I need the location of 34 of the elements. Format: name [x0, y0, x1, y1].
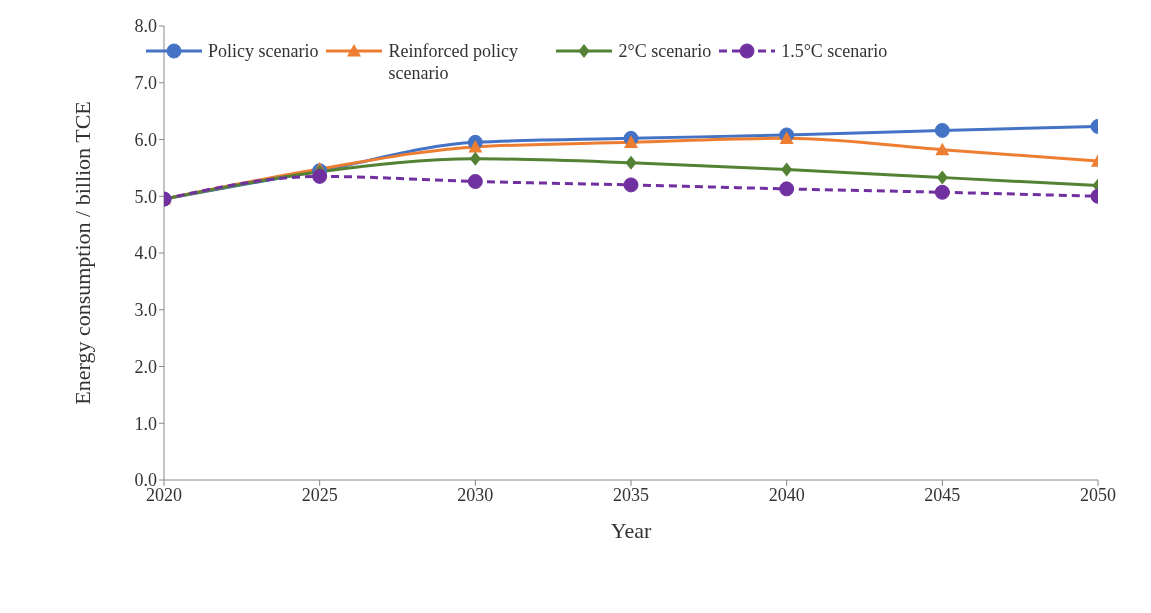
- point: [779, 181, 795, 197]
- point: [312, 168, 328, 184]
- point: [779, 131, 794, 144]
- point: [934, 122, 950, 138]
- point: [934, 184, 950, 200]
- y-tick-label: 1.0: [134, 413, 157, 434]
- y-tick-label: 4.0: [134, 243, 157, 264]
- y-tick-label: 5.0: [134, 186, 157, 207]
- y-tick-label: 8.0: [134, 16, 157, 37]
- point: [624, 135, 638, 148]
- legend-label: 2°C scenario: [618, 40, 712, 62]
- y-tick-label: 6.0: [134, 129, 157, 150]
- point: [935, 142, 950, 156]
- point: [625, 155, 637, 170]
- x-axis-title: Year: [610, 518, 652, 543]
- y-tick-label: 3.0: [134, 300, 157, 321]
- y-tick-label: 7.0: [134, 73, 157, 94]
- x-tick-label: 2030: [457, 484, 494, 505]
- point: [623, 177, 639, 193]
- legend-label: Reinforced policy scenario: [388, 40, 519, 84]
- point: [936, 170, 948, 185]
- y-tick-label: 2.0: [134, 356, 157, 377]
- point: [467, 174, 483, 189]
- x-tick-label: 2045: [924, 484, 961, 505]
- y-axis-title: Energy consumption / billion TCE: [69, 101, 95, 405]
- x-tick-label: 2040: [768, 484, 805, 505]
- x-tick-label: 2025: [301, 484, 338, 505]
- point: [468, 139, 483, 153]
- point: [781, 162, 793, 177]
- legend-label: Policy scenario: [208, 40, 319, 62]
- x-tick-label: 2050: [1080, 484, 1116, 505]
- point: [469, 151, 481, 166]
- x-tick-label: 2035: [613, 484, 649, 505]
- legend-label: 1.5°C scenario: [781, 40, 888, 62]
